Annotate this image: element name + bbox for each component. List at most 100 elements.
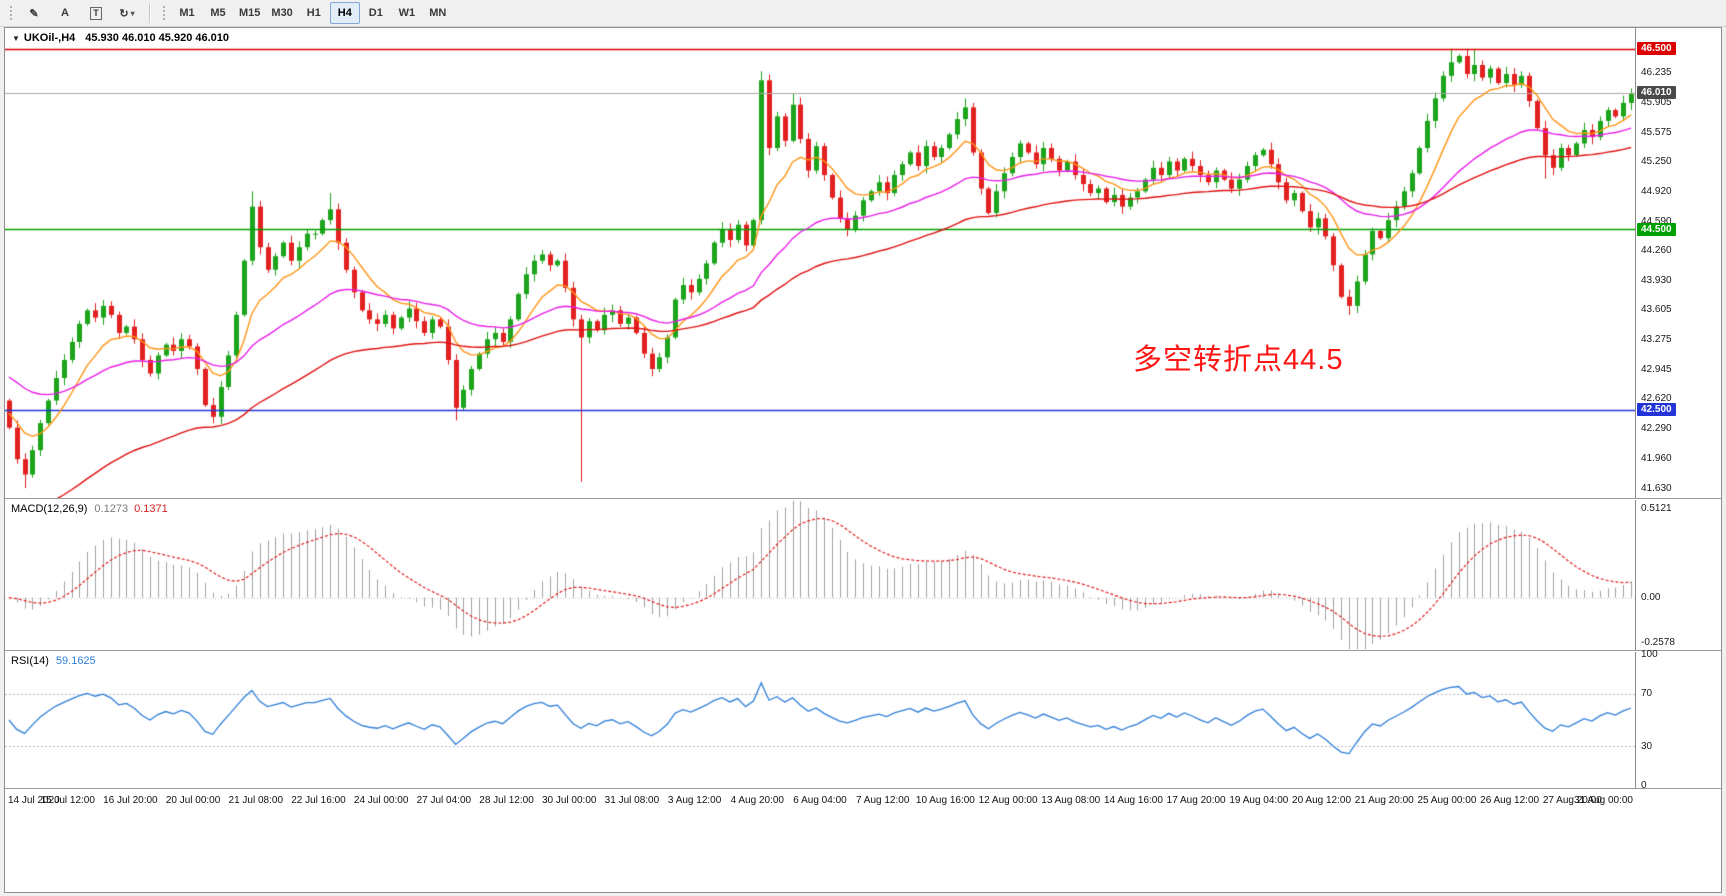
price-tick-label: 42.290 <box>1641 423 1672 434</box>
timeframe-h4-button[interactable]: H4 <box>329 2 360 24</box>
timeframe-m1-button[interactable]: M1 <box>179 7 195 19</box>
price-tick-label: 43.605 <box>1641 304 1672 315</box>
cycle-tool-button[interactable]: ↻ ▾ <box>112 2 142 24</box>
pencil-icon: ✎ <box>29 7 39 20</box>
timeframe-m30-button[interactable]: M30 <box>271 7 293 19</box>
time-axis-label: 22 Jul 16:00 <box>291 795 346 806</box>
price-scale[interactable]: 46.235 45.905 45.575 45.250 44.920 44.590 44.2… <box>1635 28 1721 498</box>
timeframe-h1-button[interactable]: H1 <box>306 7 321 19</box>
time-axis-label: 15 Jul 12:00 <box>40 795 95 806</box>
timeframe-d1-button[interactable]: D1 <box>368 7 383 19</box>
annotation-text-object[interactable]: 多空转折点44.5 <box>1133 344 1344 376</box>
price-panel: ▼ UKOil-,H4 45.930 46.010 45.920 46.010 多空… <box>5 28 1721 498</box>
price-line-label: 44.500 <box>1637 223 1676 236</box>
time-axis-label: 31 Aug 00:00 <box>1574 795 1633 806</box>
rsi-scale-label: 30 <box>1641 741 1653 752</box>
price-tick-label: 43.930 <box>1641 275 1672 286</box>
time-axis-label: 14 Aug 16:00 <box>1103 795 1163 806</box>
price-tick-label: 43.275 <box>1641 334 1672 345</box>
price-tick-label: 45.905 <box>1641 97 1672 108</box>
toolbar: ✎ A T ↻ ▾ M1 M5 M15 M30 H1 H4 D1 W1 MN <box>0 0 1726 27</box>
time-axis-label: 21 Aug 20:00 <box>1354 795 1414 806</box>
timeframe-w1-button[interactable]: W1 <box>398 7 416 19</box>
price-chart-canvas[interactable] <box>5 28 1635 498</box>
chart-menu-triangle-icon[interactable]: ▼ <box>12 34 20 43</box>
symbol-label: UKOil-,H4 <box>23 32 76 44</box>
time-axis-label: 27 Jul 04:00 <box>416 795 472 806</box>
time-axis-label: 19 Aug 04:00 <box>1229 795 1289 806</box>
time-axis-label: 20 Aug 12:00 <box>1292 795 1352 806</box>
dropdown-caret-icon: ▾ <box>130 8 135 18</box>
price-line-label: 46.500 <box>1637 42 1676 55</box>
price-line-label: 46.010 <box>1637 86 1676 99</box>
time-axis-label: 17 Aug 20:00 <box>1166 795 1226 806</box>
price-tick-label: 44.260 <box>1641 245 1672 256</box>
rsi-canvas[interactable] <box>5 652 1635 788</box>
rsi-panel: RSI(14) 59.1625 100 70 30 0 <box>5 649 1721 791</box>
time-axis-label: 16 Jul 20:00 <box>103 795 158 806</box>
price-tick-label: 44.590 <box>1641 216 1672 227</box>
price-tick-label: 41.960 <box>1641 453 1672 464</box>
time-axis-label: 25 Aug 00:00 <box>1417 795 1477 806</box>
time-axis-label: 24 Jul 00:00 <box>353 795 409 806</box>
draw-tool-button[interactable]: ✎ <box>19 2 49 24</box>
rsi-scale-label: 70 <box>1641 688 1653 699</box>
time-axis-label: 20 Jul 00:00 <box>165 795 221 806</box>
time-axis-label: 12 Aug 00:00 <box>978 795 1038 806</box>
rsi-value: 59.1625 <box>55 655 96 667</box>
macd-main-value: 0.1273 <box>94 503 129 515</box>
timeframe-buttons-group: M1 M5 M15 M30 H1 H4 D1 W1 MN <box>172 2 453 24</box>
time-axis-label: 4 Aug 20:00 <box>730 795 784 806</box>
time-axis-label: 3 Aug 12:00 <box>667 795 722 806</box>
drawing-tools-group: ✎ A T ↻ ▾ <box>19 2 142 24</box>
price-tick-label: 45.250 <box>1641 156 1672 167</box>
time-axis-label: 31 Jul 08:00 <box>604 795 660 806</box>
price-tick-label: 46.235 <box>1641 67 1672 78</box>
rsi-header: RSI(14) 59.1625 <box>11 655 96 667</box>
macd-signal-value: 0.1371 <box>134 503 168 515</box>
time-axis-label: 27 Aug 20:00 <box>1542 795 1602 806</box>
chart-header: ▼ UKOil-,H4 45.930 46.010 45.920 46.010 <box>12 32 229 44</box>
time-axis-label: 7 Aug 12:00 <box>855 795 910 806</box>
rsi-label: RSI(14) <box>11 655 49 667</box>
panel-splitter[interactable] <box>5 498 1721 501</box>
chart-window: ▼ UKOil-,H4 45.930 46.010 45.920 46.010 多空… <box>4 27 1722 893</box>
price-tick-label: 42.945 <box>1641 364 1672 375</box>
timeframe-m15-button[interactable]: M15 <box>239 7 261 19</box>
time-axis-label: 30 Jul 00:00 <box>541 795 597 806</box>
timeframe-mn-button[interactable]: MN <box>429 7 447 19</box>
time-axis-label: 26 Aug 12:00 <box>1480 795 1540 806</box>
time-axis-label: 14 Jul 2020 <box>8 795 60 806</box>
time-axis-label: 6 Aug 04:00 <box>793 795 847 806</box>
rsi-scale[interactable]: 100 70 30 0 <box>1635 649 1721 791</box>
rsi-scale-label: 100 <box>1641 649 1658 660</box>
timeframe-m5-button[interactable]: M5 <box>210 7 226 19</box>
macd-canvas[interactable] <box>5 500 1635 650</box>
macd-panel: MACD(12,26,9) 0.1273 0.1371 0.5121 0.00 -0.2… <box>5 500 1721 650</box>
price-tick-label: 41.630 <box>1641 483 1672 494</box>
time-axis-label: 13 Aug 08:00 <box>1041 795 1101 806</box>
macd-scale-label: -0.2578 <box>1641 637 1675 648</box>
toolbar-grip-2[interactable] <box>162 5 166 21</box>
text-frame-icon: T <box>90 6 102 20</box>
macd-scale-label: 0.5121 <box>1641 503 1672 514</box>
cycle-icon: ↻ <box>119 7 129 20</box>
panel-splitter-2[interactable] <box>5 650 1721 653</box>
price-tick-label: 45.575 <box>1641 127 1672 138</box>
rsi-scale-label: 0 <box>1641 780 1647 791</box>
text-tool-button[interactable]: A <box>50 2 80 24</box>
price-tick-label: 44.920 <box>1641 186 1672 197</box>
time-axis-label: 10 Aug 16:00 <box>915 795 975 806</box>
price-tick-label: 42.620 <box>1641 393 1672 404</box>
time-axis[interactable]: 14 Jul 2020 15 Jul 12:00 16 Jul 20:00 20 Ju… <box>5 788 1721 815</box>
toolbar-grip[interactable] <box>9 5 13 21</box>
price-line-label: 42.500 <box>1637 403 1676 416</box>
text-frame-tool-button[interactable]: T <box>81 2 111 24</box>
macd-label: MACD(12,26,9) <box>11 503 88 515</box>
text-label-icon: A <box>61 7 69 19</box>
macd-scale[interactable]: 0.5121 0.00 -0.2578 <box>1635 500 1721 650</box>
time-axis-label: 21 Jul 08:00 <box>228 795 284 806</box>
toolbar-separator <box>149 3 151 23</box>
macd-header: MACD(12,26,9) 0.1273 0.1371 <box>11 503 168 515</box>
